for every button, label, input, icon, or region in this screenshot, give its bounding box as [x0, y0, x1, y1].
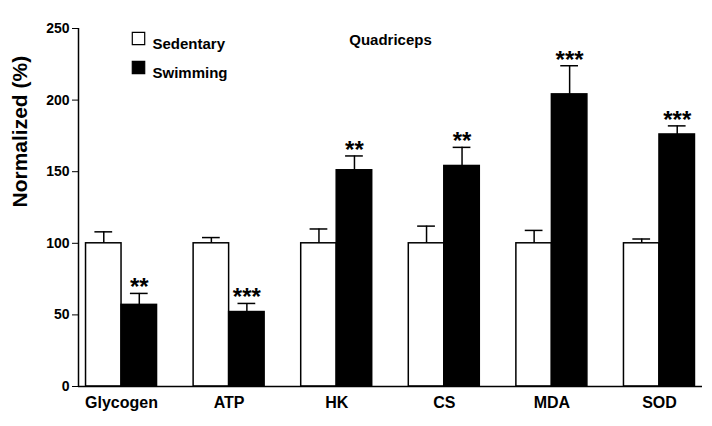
- svg-text:200: 200: [46, 92, 70, 108]
- svg-text:50: 50: [54, 306, 70, 322]
- svg-text:Normalized (%): Normalized (%): [8, 56, 31, 208]
- svg-text:Glycogen: Glycogen: [85, 394, 158, 411]
- svg-text:**: **: [453, 127, 472, 154]
- svg-text:100: 100: [46, 235, 70, 251]
- svg-text:Sedentary: Sedentary: [153, 35, 226, 52]
- svg-text:**: **: [345, 136, 364, 163]
- svg-text:250: 250: [46, 20, 70, 36]
- svg-text:***: ***: [556, 46, 585, 73]
- svg-text:Quadriceps: Quadriceps: [349, 31, 432, 48]
- svg-text:HK: HK: [325, 394, 349, 411]
- svg-text:MDA: MDA: [534, 394, 571, 411]
- svg-text:ATP: ATP: [214, 394, 245, 411]
- svg-text:***: ***: [233, 283, 262, 310]
- svg-text:**: **: [130, 273, 149, 300]
- svg-text:CS: CS: [433, 394, 456, 411]
- svg-text:0: 0: [62, 378, 70, 394]
- svg-text:150: 150: [46, 163, 70, 179]
- svg-text:SOD: SOD: [642, 394, 677, 411]
- svg-text:***: ***: [663, 106, 692, 133]
- svg-text:Swimming: Swimming: [153, 64, 228, 81]
